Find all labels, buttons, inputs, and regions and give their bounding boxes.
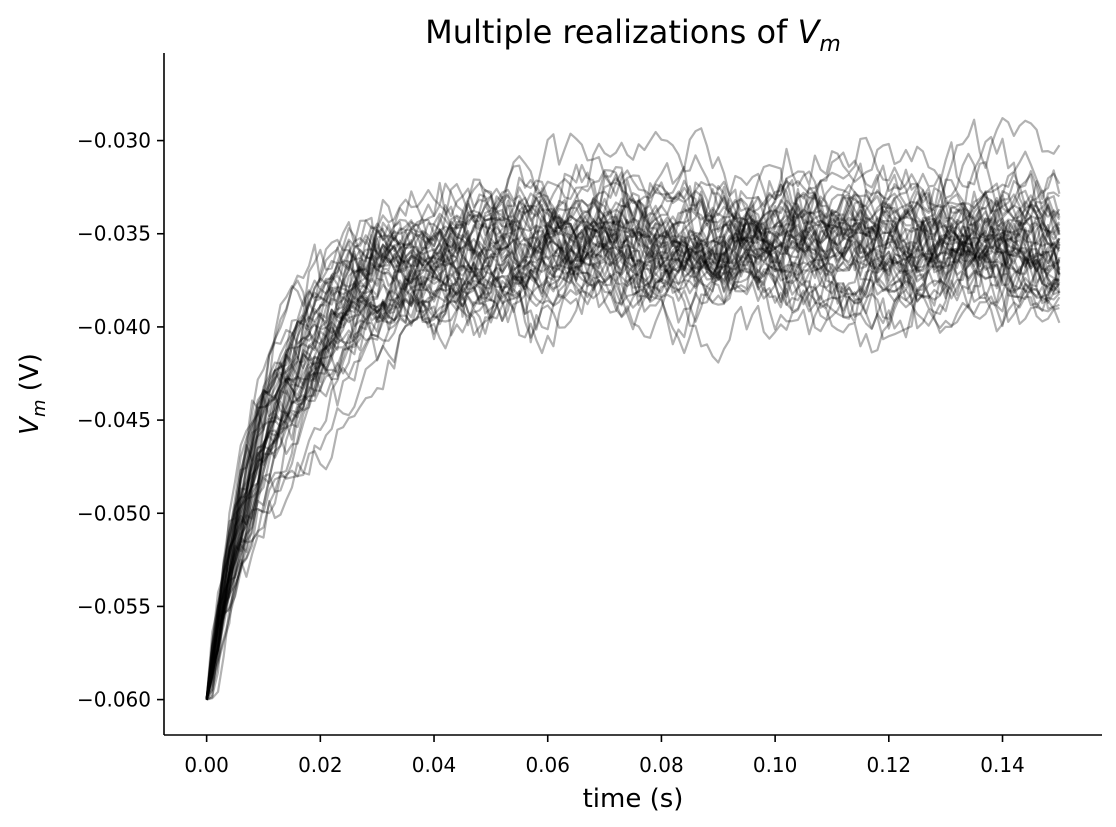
realization-line bbox=[205, 164, 1060, 700]
realization-line bbox=[205, 203, 1060, 700]
realization-line bbox=[205, 127, 1061, 700]
x-tick-label: 0.02 bbox=[298, 753, 343, 777]
y-tick-label: −0.030 bbox=[77, 129, 151, 153]
realization-line bbox=[205, 191, 1061, 700]
x-tick-label: 0.10 bbox=[753, 753, 798, 777]
realization-line bbox=[205, 188, 1061, 700]
plot-lines bbox=[205, 116, 1061, 701]
realization-line bbox=[205, 199, 1061, 700]
realization-line bbox=[205, 183, 1061, 700]
realization-line bbox=[205, 188, 1060, 700]
x-tick-label: 0.00 bbox=[184, 753, 229, 777]
realization-line bbox=[205, 172, 1061, 700]
realization-line bbox=[205, 173, 1061, 700]
realization-line bbox=[205, 182, 1061, 700]
x-tick-label: 0.08 bbox=[639, 753, 684, 777]
y-axis-label: Vm (V) bbox=[15, 353, 50, 435]
realization-line bbox=[205, 142, 1061, 700]
realization-line bbox=[205, 169, 1061, 700]
realization-line bbox=[205, 220, 1061, 700]
realization-line bbox=[205, 183, 1061, 700]
y-tick-label: −0.050 bbox=[77, 501, 151, 525]
realization-line bbox=[205, 182, 1061, 700]
realization-line bbox=[205, 174, 1061, 700]
realization-line bbox=[205, 163, 1061, 700]
y-tick-label: −0.035 bbox=[77, 222, 151, 246]
realization-line bbox=[205, 180, 1061, 700]
realization-line bbox=[205, 186, 1061, 700]
realization-line bbox=[205, 166, 1061, 701]
x-ticks: 0.00 0.02 0.04 0.06 0.08 0.10 0.12 0.14 bbox=[184, 735, 1025, 777]
realization-line bbox=[205, 192, 1061, 700]
realization-line bbox=[205, 130, 1061, 700]
y-tick-label: −0.040 bbox=[77, 315, 151, 339]
y-tick-label: −0.060 bbox=[77, 688, 151, 712]
x-tick-label: 0.14 bbox=[980, 753, 1025, 777]
realization-line bbox=[205, 172, 1061, 700]
realization-line bbox=[205, 194, 1061, 700]
y-tick-label: −0.045 bbox=[77, 408, 151, 432]
realization-line bbox=[205, 173, 1061, 700]
realization-line bbox=[205, 178, 1061, 700]
y-tick-label: −0.055 bbox=[77, 594, 151, 618]
realization-line bbox=[205, 135, 1061, 700]
realization-line bbox=[205, 116, 1061, 700]
realization-line bbox=[205, 150, 1061, 700]
x-tick-label: 0.06 bbox=[525, 753, 570, 777]
realization-line bbox=[205, 196, 1061, 700]
realization-line bbox=[205, 163, 1061, 700]
realization-line bbox=[205, 195, 1061, 700]
realization-line bbox=[206, 182, 1061, 701]
x-axis-label: time (s) bbox=[583, 784, 684, 814]
realization-line bbox=[205, 162, 1061, 700]
realization-line bbox=[205, 203, 1061, 700]
realization-line bbox=[205, 179, 1060, 700]
realization-line bbox=[205, 181, 1061, 700]
realization-line bbox=[205, 204, 1060, 700]
realization-line bbox=[205, 151, 1060, 701]
realization-line bbox=[205, 147, 1061, 700]
x-tick-label: 0.12 bbox=[867, 753, 912, 777]
realization-line bbox=[205, 197, 1061, 700]
realization-line bbox=[205, 188, 1060, 700]
realization-line bbox=[205, 178, 1061, 701]
chart-title: Multiple realizations of Vm bbox=[425, 13, 841, 57]
realization-line bbox=[205, 196, 1060, 700]
realization-line bbox=[206, 155, 1061, 701]
realization-line bbox=[205, 199, 1061, 700]
realization-line bbox=[205, 211, 1061, 700]
y-ticks: −0.060 −0.055 −0.050 −0.045 −0.040 −0.035 −0.0… bbox=[77, 129, 164, 712]
realization-line bbox=[205, 190, 1061, 700]
realization-line bbox=[205, 206, 1060, 700]
x-tick-label: 0.04 bbox=[412, 753, 457, 777]
